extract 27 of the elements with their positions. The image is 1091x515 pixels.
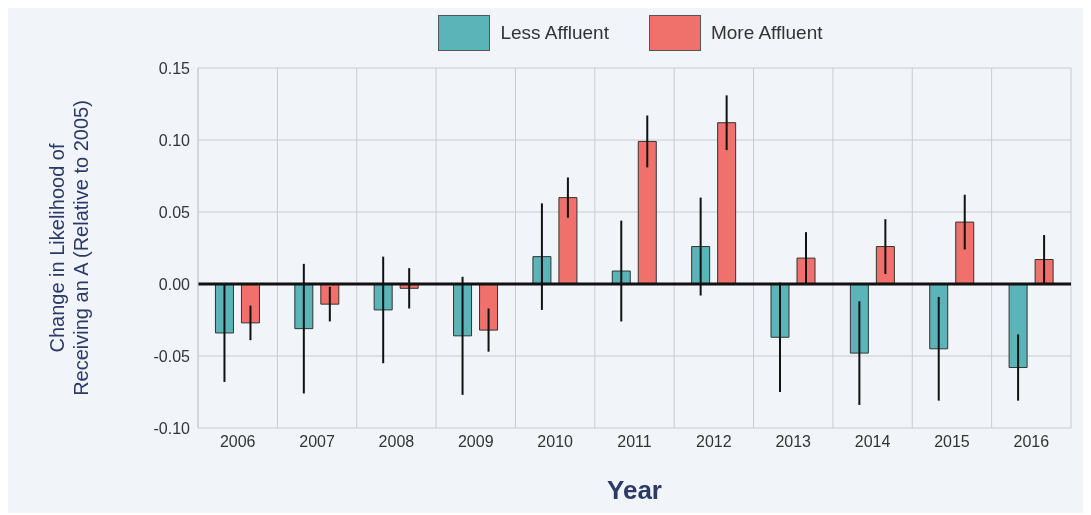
x-tick-label: 2011 — [617, 433, 652, 451]
bar — [637, 140, 657, 285]
y-tick-label: -0.05 — [153, 347, 191, 365]
y-tick-label: 0.10 — [158, 131, 191, 149]
x-tick-label: 2010 — [537, 433, 574, 451]
x-tick-label: 2012 — [696, 433, 732, 451]
bar — [240, 283, 260, 324]
y-tick-label: 0.00 — [158, 275, 191, 293]
bar — [717, 122, 737, 285]
y-tick-label: 0.15 — [158, 59, 191, 77]
bar — [955, 221, 975, 285]
x-tick-label: 2007 — [299, 433, 335, 451]
x-tick-label: 2016 — [1013, 433, 1050, 451]
x-tick-label: 2008 — [378, 433, 415, 451]
y-axis-title: Change in Likelihood of Receiving an A (Relative to 2005) — [46, 100, 92, 396]
bar — [558, 197, 578, 285]
x-tick-label: 2006 — [219, 433, 256, 451]
x-tick-label: 2009 — [457, 433, 494, 451]
x-tick-label: 2015 — [934, 433, 970, 451]
legend-label: More Affluent — [710, 22, 823, 44]
x-axis-title: Year — [607, 475, 662, 505]
x-tick-label: 2014 — [854, 433, 891, 451]
y-tick-label: 0.05 — [158, 203, 191, 221]
y-tick-label: -0.10 — [153, 419, 191, 437]
bar — [1008, 283, 1028, 369]
x-tick-label: 2013 — [775, 433, 812, 451]
legend-label: Less Affluent — [500, 22, 609, 44]
